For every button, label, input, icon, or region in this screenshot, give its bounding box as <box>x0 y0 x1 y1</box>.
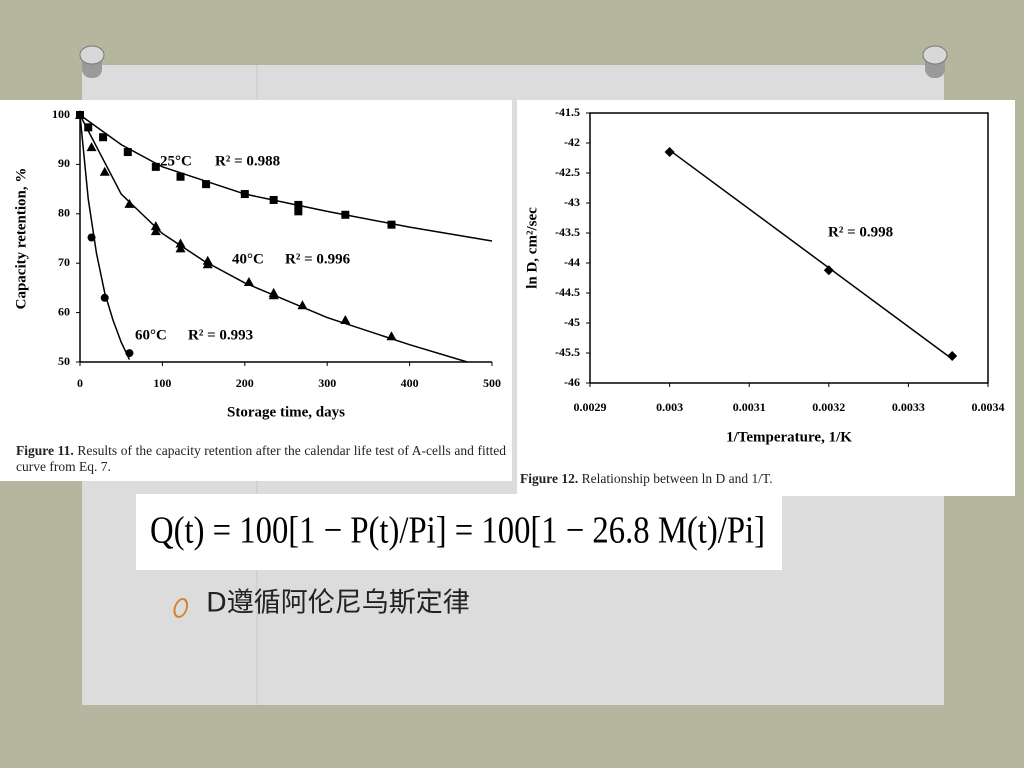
fit-line <box>79 114 131 360</box>
y-axis-label: ln D, cm²/sec <box>524 207 540 289</box>
caption-label: Figure 11. <box>16 443 74 458</box>
caption: Figure 11. Results of the capacity reten… <box>16 443 506 475</box>
figure-12-box <box>517 100 1015 496</box>
point <box>84 123 93 132</box>
point <box>340 315 351 325</box>
point <box>86 142 97 152</box>
x-tick-label: 0.0032 <box>812 400 845 414</box>
point <box>175 243 186 253</box>
x-tick-label: 0.0031 <box>733 400 766 414</box>
fit-line <box>79 114 468 363</box>
x-tick-label: 100 <box>153 376 171 390</box>
x-tick-label: 500 <box>483 376 501 390</box>
x-tick-label: 0.003 <box>656 400 683 414</box>
point <box>124 198 135 208</box>
y-tick-label: -42.5 <box>555 165 580 179</box>
x-tick-label: 0 <box>77 376 83 390</box>
y-tick-label: 90 <box>58 156 70 170</box>
pin <box>922 45 948 78</box>
point <box>123 148 132 157</box>
point <box>387 220 396 229</box>
formula: Q(t) = 100[1 − P(t)/Pi] = 100[1 − 26.8 M… <box>150 510 765 552</box>
x-tick-label: 300 <box>318 376 336 390</box>
pin <box>79 45 105 78</box>
y-tick-label: -43 <box>564 195 580 209</box>
y-tick-label: -41.5 <box>555 105 580 119</box>
annotation: R² = 0.988 <box>215 153 280 169</box>
point <box>151 162 160 171</box>
point <box>176 172 185 181</box>
point <box>202 180 211 189</box>
y-tick-label: -44.5 <box>555 285 580 299</box>
bullet-marker <box>173 598 189 618</box>
point <box>99 166 110 176</box>
point <box>99 133 108 142</box>
y-tick-label: -46 <box>564 375 580 389</box>
annotation: R² = 0.998 <box>828 224 893 240</box>
x-axis-label: Storage time, days <box>227 404 345 420</box>
caption-label: Figure 12. <box>520 471 579 486</box>
point <box>947 351 958 361</box>
y-tick-label: -45.5 <box>555 345 580 359</box>
point <box>150 221 161 231</box>
point <box>823 265 834 276</box>
y-tick-label: 100 <box>52 107 70 121</box>
y-tick-label: 50 <box>58 354 70 368</box>
y-tick-label: 70 <box>58 255 70 269</box>
x-tick-label: 200 <box>236 376 254 390</box>
annotation: 60°C <box>135 327 167 343</box>
y-tick-label: -42 <box>564 135 580 149</box>
y-tick-label: 80 <box>58 206 70 220</box>
x-tick-label: 0.0034 <box>972 400 1005 414</box>
plot-frame <box>589 112 989 384</box>
x-tick-label: 0.0033 <box>892 400 925 414</box>
point <box>150 226 161 236</box>
x-tick-label: 400 <box>401 376 419 390</box>
caption-text: Results of the capacity retention after … <box>16 443 506 474</box>
y-tick-label: 60 <box>58 304 70 318</box>
annotation: 25°C <box>160 153 192 169</box>
bullet-text: D遵循阿伦尼乌斯定律 <box>206 588 470 619</box>
annotation: R² = 0.996 <box>285 251 351 267</box>
x-axis-label: 1/Temperature, 1/K <box>726 429 852 445</box>
point <box>297 300 308 310</box>
fit-line <box>79 114 493 242</box>
point <box>294 207 303 216</box>
y-tick-label: -44 <box>564 255 580 269</box>
y-tick-label: -43.5 <box>555 225 580 239</box>
x-tick-label: 0.0029 <box>574 400 607 414</box>
y-axis-label: Capacity retention, % <box>13 168 29 310</box>
point <box>664 147 675 157</box>
fit-line <box>669 149 953 360</box>
annotation: 40°C <box>232 251 264 267</box>
y-tick-label: -45 <box>564 315 580 329</box>
caption: Figure 12. Relationship between ln D and… <box>520 471 1010 487</box>
caption-text: Relationship between ln D and 1/T. <box>581 471 773 486</box>
annotation: R² = 0.993 <box>188 327 253 343</box>
formula-box <box>136 494 782 570</box>
point <box>175 238 186 248</box>
